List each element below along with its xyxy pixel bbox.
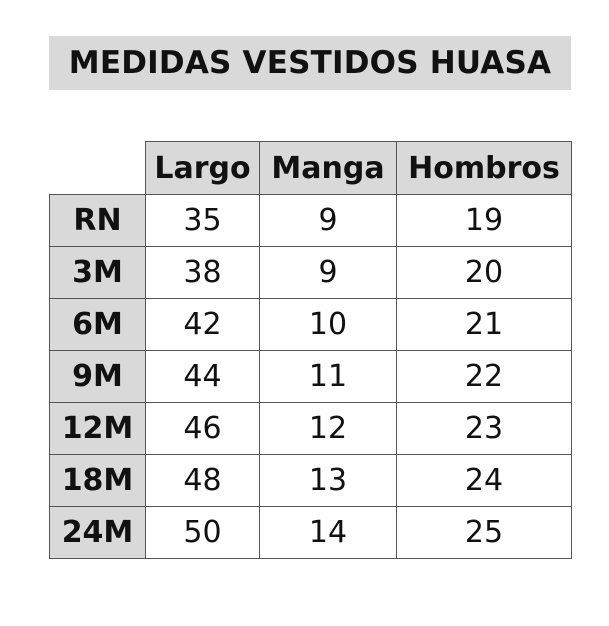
cell-largo: 35 — [145, 194, 260, 247]
table-row: 12M 46 12 23 — [49, 402, 572, 455]
header-row: Largo Manga Hombros — [49, 141, 572, 195]
column-header-manga: Manga — [259, 141, 397, 195]
cell-hombros: 19 — [396, 194, 572, 247]
cell-manga: 14 — [259, 506, 397, 559]
cell-hombros: 23 — [396, 402, 572, 455]
cell-manga: 9 — [259, 194, 397, 247]
row-header-size: 9M — [49, 350, 146, 403]
column-header-largo: Largo — [145, 141, 260, 195]
cell-hombros: 20 — [396, 246, 572, 299]
cell-manga: 13 — [259, 454, 397, 507]
row-header-size: 6M — [49, 298, 146, 351]
cell-manga: 11 — [259, 350, 397, 403]
table-row: 9M 44 11 22 — [49, 350, 572, 403]
corner-cell — [49, 141, 146, 195]
table-body: RN 35 9 19 3M 38 9 20 6M 42 10 21 9M 44 … — [49, 194, 572, 559]
table-row: 6M 42 10 21 — [49, 298, 572, 351]
cell-largo: 46 — [145, 402, 260, 455]
size-table: Largo Manga Hombros RN 35 9 19 3M 38 9 2… — [49, 141, 572, 559]
page-title: MEDIDAS VESTIDOS HUASA — [49, 36, 571, 90]
cell-largo: 48 — [145, 454, 260, 507]
cell-hombros: 24 — [396, 454, 572, 507]
table-row: 3M 38 9 20 — [49, 246, 572, 299]
row-header-size: 3M — [49, 246, 146, 299]
cell-hombros: 25 — [396, 506, 572, 559]
table-row: RN 35 9 19 — [49, 194, 572, 247]
cell-manga: 10 — [259, 298, 397, 351]
cell-largo: 50 — [145, 506, 260, 559]
row-header-size: 18M — [49, 454, 146, 507]
table-header: Largo Manga Hombros — [49, 141, 572, 195]
cell-hombros: 21 — [396, 298, 572, 351]
cell-largo: 42 — [145, 298, 260, 351]
row-header-size: 12M — [49, 402, 146, 455]
table-row: 18M 48 13 24 — [49, 454, 572, 507]
table-row: 24M 50 14 25 — [49, 506, 572, 559]
row-header-size: RN — [49, 194, 146, 247]
cell-manga: 9 — [259, 246, 397, 299]
cell-largo: 44 — [145, 350, 260, 403]
cell-hombros: 22 — [396, 350, 572, 403]
column-header-hombros: Hombros — [396, 141, 572, 195]
cell-largo: 38 — [145, 246, 260, 299]
cell-manga: 12 — [259, 402, 397, 455]
row-header-size: 24M — [49, 506, 146, 559]
